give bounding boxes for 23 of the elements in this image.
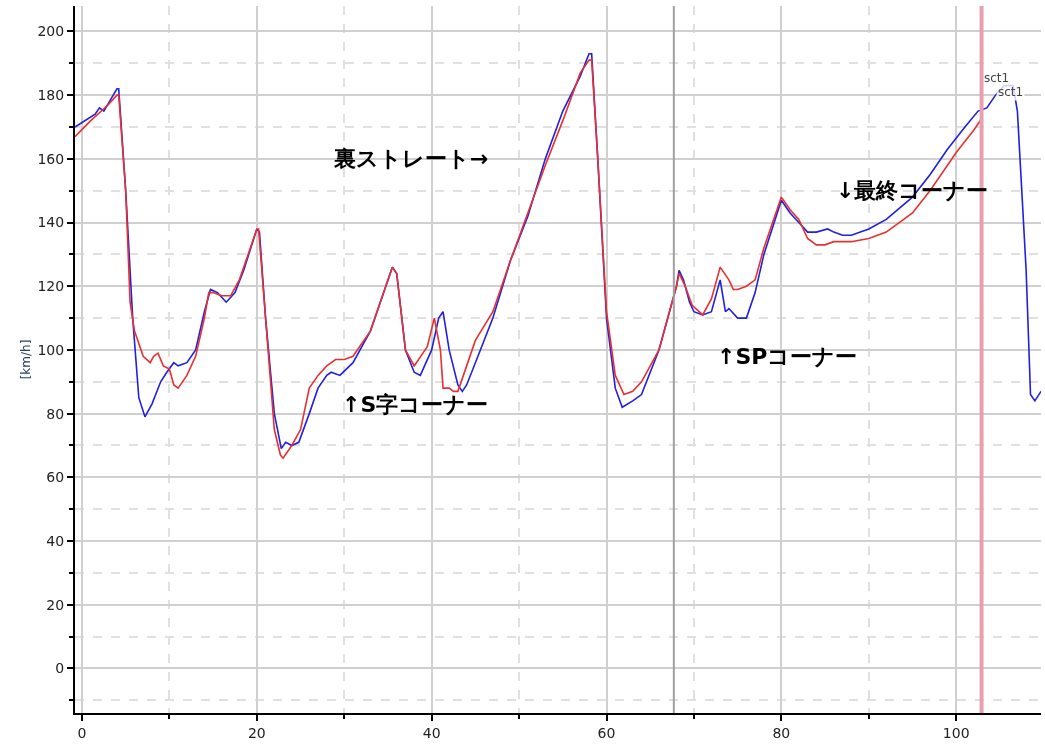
y-axis-title: [km/h] xyxy=(19,339,34,380)
y-tick-label: 0 xyxy=(55,660,65,677)
y-tick-label: 120 xyxy=(37,278,65,295)
y-tick-label: 140 xyxy=(37,214,65,231)
y-tick-label: 20 xyxy=(46,596,65,613)
y-tick-label: 60 xyxy=(46,469,65,486)
x-tick-label: 80 xyxy=(772,724,791,741)
y-tick-label: 180 xyxy=(37,87,65,104)
x-tick-label: 40 xyxy=(422,724,441,741)
annotation: ↑SPコーナー xyxy=(717,344,858,369)
annotation: sct1 xyxy=(998,85,1024,99)
x-tick-label: 60 xyxy=(597,724,616,741)
annotation: ↑S字コーナー xyxy=(342,392,489,417)
x-tick-label: 20 xyxy=(247,724,266,741)
annotation: 裏ストレート→ xyxy=(333,146,489,171)
y-tick-label: 80 xyxy=(46,405,65,422)
x-tick-label: 0 xyxy=(77,724,87,741)
y-tick-label: 200 xyxy=(37,23,65,40)
ref-line-label: sct1 xyxy=(984,71,1010,85)
y-tick-label: 40 xyxy=(46,532,65,549)
y-tick-label: 160 xyxy=(37,150,65,167)
x-tick-label: 100 xyxy=(942,724,970,741)
y-tick-label: 100 xyxy=(37,341,65,358)
